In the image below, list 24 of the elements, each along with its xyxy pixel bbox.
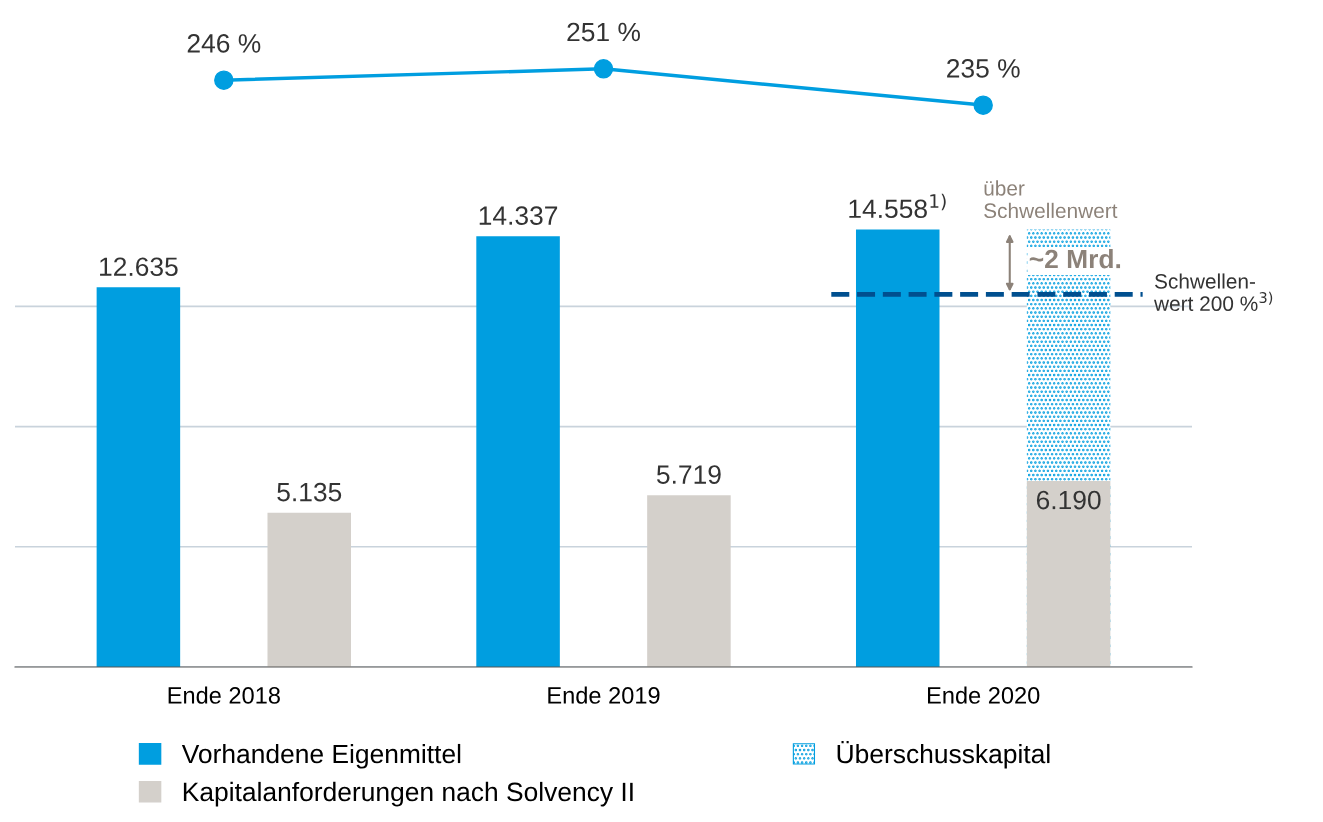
data-label: 5.135 <box>277 482 342 502</box>
x-tick-label: Ende 2020 <box>928 686 1040 704</box>
legend-label: Kapitalanforderungen nach Solvency II <box>183 781 633 807</box>
legend-label: Überschusskapital <box>837 740 1050 769</box>
bar <box>476 236 560 667</box>
bar <box>647 495 731 667</box>
annotation: ~2 Mrd. <box>1029 249 1121 269</box>
data-label: 246 % <box>187 34 261 53</box>
text: über Schwellenwert <box>984 180 1118 219</box>
data-label: 6.190 <box>1036 490 1101 510</box>
data-label: 12.635 <box>100 257 178 277</box>
data-label: 251 % <box>567 22 640 42</box>
bar <box>855 229 940 667</box>
x-tick-label: Ende 2018 <box>168 686 280 704</box>
bar <box>1026 480 1111 667</box>
data-label: 14.337 <box>479 206 558 225</box>
data-label: 235 % <box>947 59 1020 78</box>
bar <box>267 512 352 667</box>
data-label: 14.558$^{1)}$ <box>849 193 946 219</box>
ref-line-label: Schwellen- wert 200 %$^{3)}$ <box>1154 273 1273 312</box>
data-label: 5.719 <box>656 465 721 484</box>
legend-label: Vorhandene Eigenmittel <box>181 743 461 769</box>
x-tick-label: Ende 2019 <box>548 686 660 704</box>
bar <box>96 287 181 667</box>
